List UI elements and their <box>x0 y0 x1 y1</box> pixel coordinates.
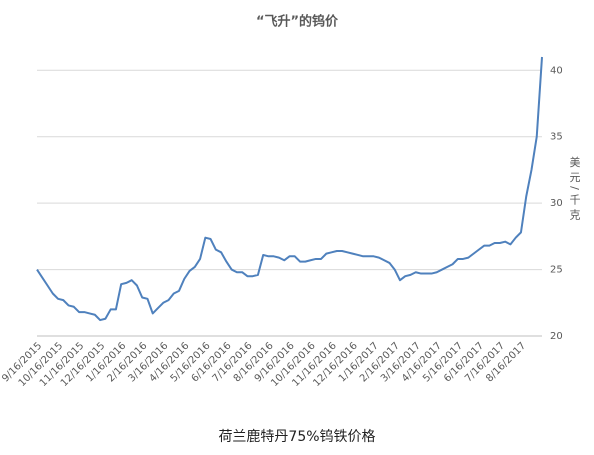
y-tick-label: 20 <box>550 331 563 342</box>
y-tick-label: 35 <box>550 132 563 143</box>
chart-title: “飞升”的钨价 <box>256 14 339 30</box>
caption: 荷兰鹿特丹75%钨铁价格 <box>218 428 375 445</box>
line-series <box>36 56 543 322</box>
y-axis-label: 美元/千克 <box>568 156 581 224</box>
y-tick-label: 40 <box>550 65 563 76</box>
y-tick-label: 30 <box>550 198 563 209</box>
y-tick-label: 25 <box>550 265 563 276</box>
